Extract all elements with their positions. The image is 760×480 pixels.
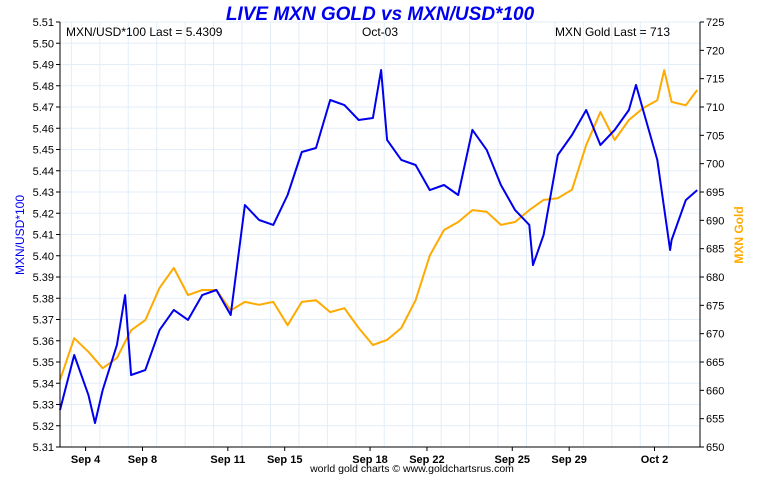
left-tick-label: 5.38 <box>33 293 54 305</box>
x-tick-label: Sep 15 <box>267 454 302 466</box>
left-tick-label: 5.40 <box>33 251 54 263</box>
right-axis-label: MXN Gold <box>732 206 746 263</box>
axis-ticks: 5.31 5.32 5.33 5.34 5.35 5.36 5.37 5.38 5.39 5.40… <box>33 17 725 466</box>
x-tick-label: Sep 4 <box>71 454 101 466</box>
left-tick-label: 5.37 <box>33 315 54 327</box>
x-tick-label: Sep 29 <box>551 454 586 466</box>
x-tick-label: Sep 22 <box>409 454 444 466</box>
x-tick-label: Sep 18 <box>352 454 387 466</box>
left-tick-label: 5.51 <box>33 17 54 29</box>
right-tick-label: 655 <box>706 414 724 426</box>
left-tick-label: 5.44 <box>33 166 54 178</box>
right-tick-label: 715 <box>706 74 724 86</box>
chart-title: LIVE MXN GOLD vs MXN/USD*100 <box>226 4 535 25</box>
left-tick-label: 5.43 <box>33 187 54 199</box>
left-tick-label: 5.31 <box>33 442 54 454</box>
right-tick-label: 680 <box>706 272 724 284</box>
x-tick-label: Sep 25 <box>495 454 530 466</box>
right-tick-label: 710 <box>706 102 724 114</box>
right-tick-label: 675 <box>706 300 724 312</box>
mxn-gold-series-line <box>59 69 699 381</box>
right-tick-label: 695 <box>706 187 724 199</box>
left-tick-label: 5.32 <box>33 421 54 433</box>
right-tick-label: 665 <box>706 357 724 369</box>
left-tick-label: 5.49 <box>33 60 54 72</box>
left-tick-label: 5.39 <box>33 272 54 284</box>
right-tick-label: 670 <box>706 329 724 341</box>
x-tick-label: Oct 2 <box>641 454 669 466</box>
right-tick-label: 725 <box>706 17 724 29</box>
right-tick-label: 700 <box>706 159 724 171</box>
header-center: Oct-03 <box>362 25 398 39</box>
right-tick-label: 660 <box>706 385 724 397</box>
right-tick-label: 685 <box>706 244 724 256</box>
right-tick-label: 705 <box>706 130 724 142</box>
left-tick-label: 5.48 <box>33 81 54 93</box>
left-tick-label: 5.45 <box>33 145 54 157</box>
left-tick-label: 5.35 <box>33 357 54 369</box>
right-tick-label: 690 <box>706 215 724 227</box>
header-left: MXN/USD*100 Last = 5.4309 <box>66 25 223 39</box>
left-tick-label: 5.33 <box>33 400 54 412</box>
right-tick-label: 720 <box>706 45 724 57</box>
series-lines <box>59 69 699 424</box>
left-axis-label: MXN/USD*100 <box>13 195 27 275</box>
x-tick-label: Sep 11 <box>210 454 245 466</box>
left-tick-label: 5.34 <box>33 378 54 390</box>
left-tick-label: 5.47 <box>33 102 54 114</box>
mxn-usd-series-line <box>59 69 698 424</box>
left-tick-label: 5.42 <box>33 208 54 220</box>
right-tick-label: 650 <box>706 442 724 454</box>
left-tick-label: 5.50 <box>33 38 54 50</box>
left-tick-label: 5.36 <box>33 336 54 348</box>
left-tick-label: 5.46 <box>33 123 54 135</box>
footer-credit: world gold charts © www.goldchartsrus.co… <box>309 463 514 475</box>
x-tick-label: Sep 8 <box>128 454 157 466</box>
grid <box>60 21 700 448</box>
left-tick-label: 5.41 <box>33 230 54 242</box>
header-right: MXN Gold Last = 713 <box>555 25 670 39</box>
